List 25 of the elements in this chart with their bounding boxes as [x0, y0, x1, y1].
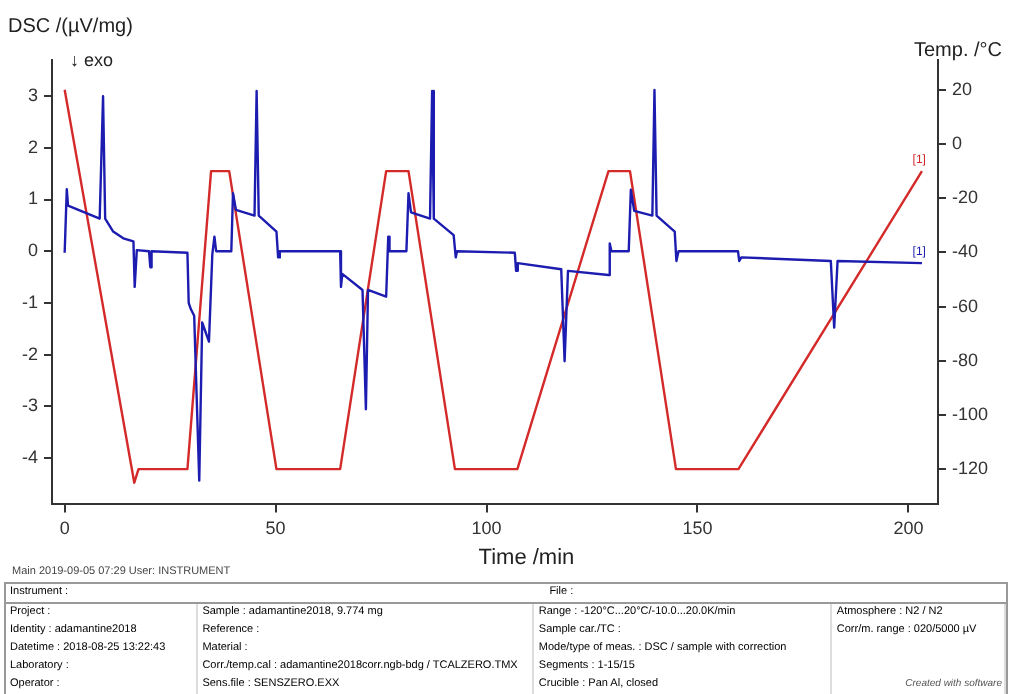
y2-tick-label: -120: [951, 458, 988, 479]
y2-tick-label: -100: [951, 403, 988, 424]
y-tick-label: 2: [27, 136, 38, 157]
y-tick-label: 3: [27, 85, 38, 106]
x-tick-label: 200: [893, 518, 924, 539]
y2-tick-label: 20: [951, 78, 972, 99]
y-tick-label: 1: [27, 188, 38, 209]
y2-tick-label: 0: [951, 132, 962, 153]
y2-tick-label: -60: [951, 295, 978, 316]
y2-axis-title: Temp. /°C: [913, 40, 1002, 62]
annotation: ↓ exo: [70, 50, 114, 70]
y2-tick-label: -40: [951, 241, 978, 262]
y2-tick-label: -80: [951, 349, 978, 370]
y-tick-label: -3: [21, 395, 38, 416]
y-tick-label: -2: [21, 343, 38, 364]
x-tick-label: 100: [471, 518, 502, 539]
y2-tick-label: -20: [951, 187, 978, 208]
x-tick-label: 50: [265, 518, 286, 539]
x-tick-label: 0: [59, 518, 70, 539]
y-axis-title: DSC /(µV/mg): [8, 16, 133, 38]
x-axis-title: Time /min: [478, 546, 575, 570]
x-tick-label: 150: [682, 518, 713, 539]
y-tick-label: -4: [21, 446, 38, 467]
y-tick-label: 0: [27, 240, 38, 261]
y-tick-label: -1: [21, 291, 38, 312]
